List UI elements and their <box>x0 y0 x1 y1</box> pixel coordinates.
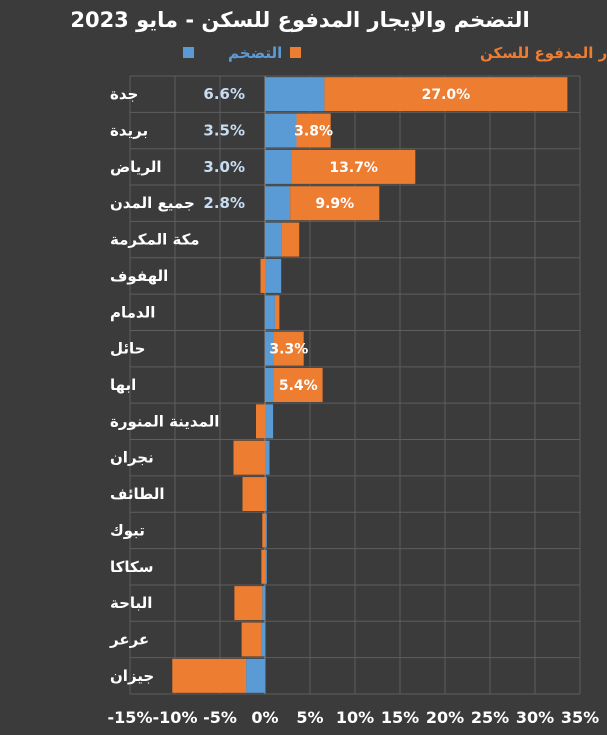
bar-inflation <box>265 477 267 512</box>
bar-inflation <box>265 295 275 330</box>
bar-inflation <box>265 368 274 402</box>
bar-rent <box>281 222 300 257</box>
bar-inflation <box>265 77 325 112</box>
category-label: جيزان <box>110 667 154 685</box>
bar-rent <box>324 77 568 112</box>
data-label-inflation: 3.5% <box>203 122 245 140</box>
legend-swatch-rent <box>290 47 301 58</box>
category-label: جميع المدن <box>110 194 195 212</box>
bar-inflation <box>265 222 282 257</box>
x-tick-label: 25% <box>471 708 509 727</box>
x-tick-label: -5% <box>203 708 237 727</box>
data-labels: 6.6% 27.0% 3.5% 3.8% 3.0% 13.7% 2.8% 9.9% 3.3% 5.… <box>203 85 470 394</box>
bar-inflation <box>265 331 274 366</box>
category-label: الهفوف <box>110 267 168 285</box>
x-tick-label: -10% <box>153 708 198 727</box>
x-tick-label: -15% <box>108 708 153 727</box>
category-label: حائل <box>110 340 145 358</box>
data-label-inflation: 6.6% <box>203 85 245 103</box>
bar-rent <box>261 549 265 584</box>
bar-rent <box>241 622 262 657</box>
x-tick-label: 10% <box>336 708 374 727</box>
bar-rent <box>172 658 247 693</box>
x-axis-tick-labels: -15% -10% -5% 0% 5% 10% 15% 20% 25% 30% 35% <box>108 708 600 727</box>
bar-rent <box>260 258 265 293</box>
bar-rent <box>262 513 265 548</box>
bar-rent <box>256 404 265 439</box>
category-label: ابها <box>110 376 136 394</box>
category-label: بريدة <box>110 122 148 140</box>
bar-rent <box>274 295 280 330</box>
category-label: سكاكا <box>110 558 153 576</box>
data-label-rent: 13.7% <box>329 160 378 176</box>
legend-label-inflation: التضخم <box>228 44 282 62</box>
data-label-rent: 3.8% <box>294 124 333 140</box>
bar-inflation <box>265 440 270 475</box>
x-tick-label: 0% <box>251 708 278 727</box>
category-label: الرياض <box>110 158 162 176</box>
bar-inflation <box>261 622 265 657</box>
x-tick-label: 20% <box>426 708 464 727</box>
bar-inflation <box>246 658 265 693</box>
category-labels: جدة بريدة الرياض جميع المدن مكة المكرمة الهفو… <box>109 85 219 685</box>
bar-rent <box>274 368 323 402</box>
legend: التضخم الإيجار المدفوع للسكن <box>183 44 607 62</box>
bar-rent <box>292 149 416 184</box>
bar-rent <box>234 586 263 621</box>
category-label: الباحة <box>110 594 152 612</box>
bar-inflation <box>265 404 274 439</box>
bar-rent <box>233 440 265 475</box>
bar-rent <box>290 186 380 221</box>
bar-inflation <box>262 586 265 621</box>
data-label-rent: 5.4% <box>279 378 318 394</box>
category-label: المدينة المنورة <box>110 412 219 430</box>
category-label: نجران <box>110 449 154 467</box>
category-label: الطائف <box>110 485 165 503</box>
category-label: جدة <box>110 85 138 103</box>
category-label: تبوك <box>110 521 145 539</box>
data-label-inflation: 3.0% <box>203 158 245 176</box>
chart-title: التضخم والإيجار المدفوع للسكن - مايو 202… <box>70 8 529 32</box>
x-tick-label: 5% <box>296 708 323 727</box>
bar-rent <box>296 113 331 148</box>
bar-inflation <box>265 258 282 293</box>
bar-inflation <box>265 186 291 221</box>
bar-inflation <box>265 113 297 148</box>
category-label: عرعر <box>109 630 149 648</box>
x-tick-label: 35% <box>561 708 599 727</box>
data-label-rent: 3.3% <box>269 342 308 358</box>
bar-rent <box>242 477 265 512</box>
bar-inflation <box>265 513 267 548</box>
bar-inflation <box>265 549 267 584</box>
legend-swatch-inflation <box>183 47 194 58</box>
data-label-inflation: 2.8% <box>203 194 245 212</box>
legend-label-rent: الإيجار المدفوع للسكن <box>480 44 607 62</box>
bars <box>172 77 568 693</box>
data-label-rent: 27.0% <box>422 87 471 103</box>
bar-inflation <box>265 149 292 184</box>
bar-rent <box>274 331 304 366</box>
x-tick-label: 15% <box>381 708 419 727</box>
data-label-rent: 9.9% <box>315 196 354 212</box>
category-label: مكة المكرمة <box>110 231 200 249</box>
x-tick-label: 30% <box>516 708 554 727</box>
category-label: الدمام <box>110 303 155 321</box>
